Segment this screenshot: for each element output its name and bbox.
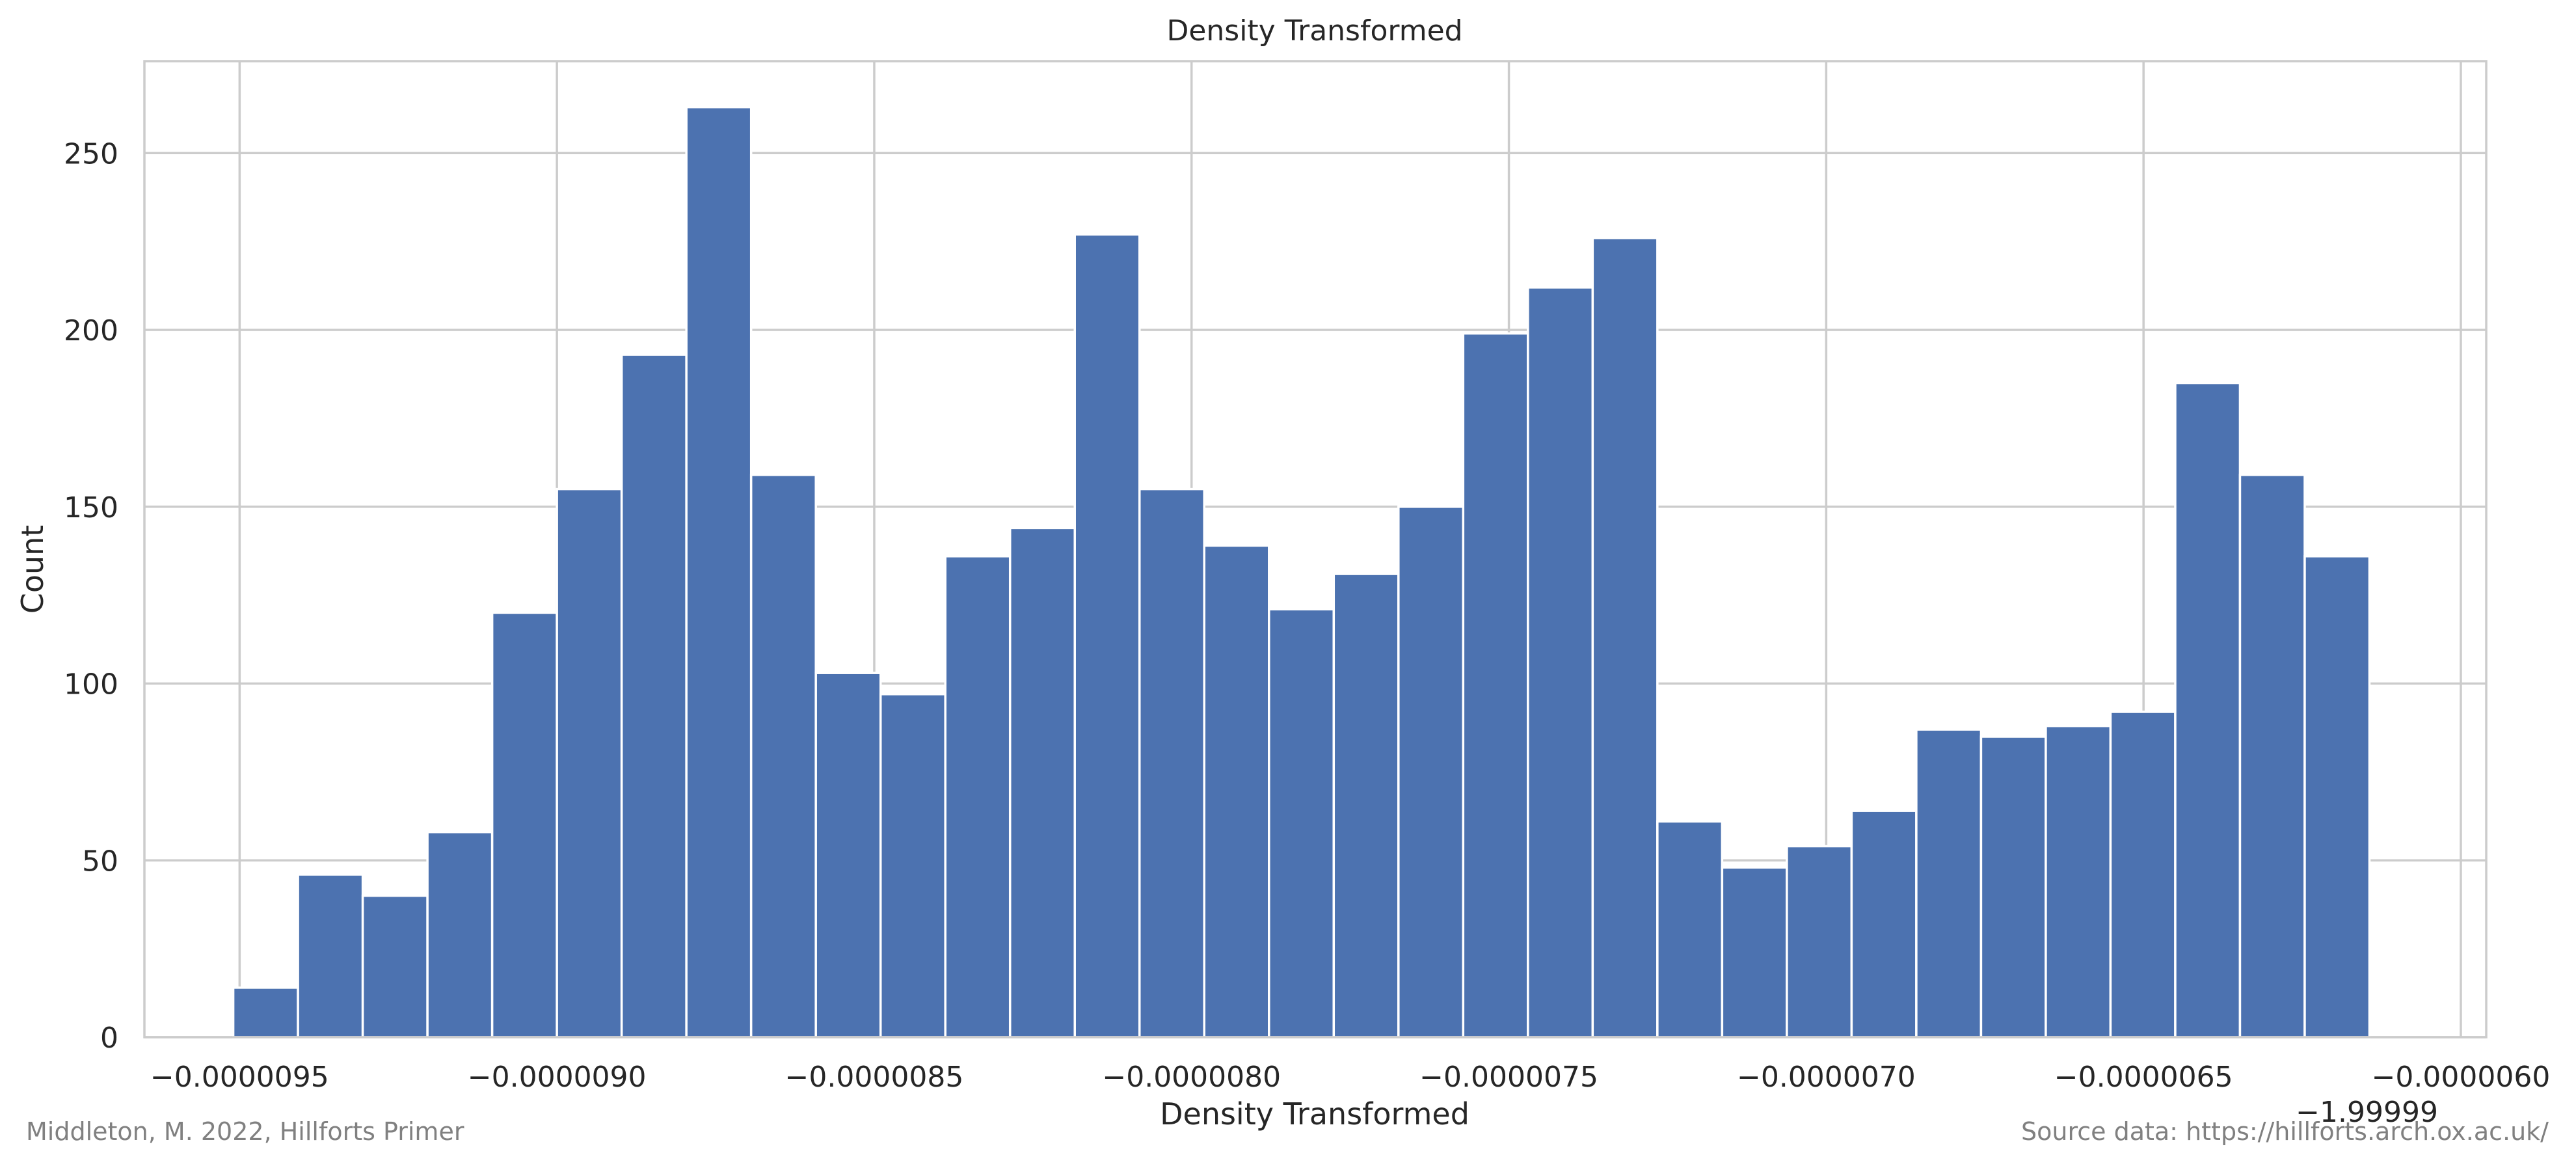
- histogram-bar: [1979, 735, 2047, 1038]
- histogram-bar: [1591, 236, 1659, 1038]
- footer-credit: Middleton, M. 2022, Hillforts Primer: [26, 1117, 464, 1146]
- y-tick-label: 0: [100, 1022, 118, 1055]
- x-axis-label: Density Transformed: [1160, 1096, 1469, 1132]
- histogram-bar: [1656, 820, 1724, 1038]
- y-tick-label: 250: [64, 137, 118, 170]
- x-tick-label: −0.0000095: [150, 1061, 329, 1094]
- histogram-bar: [620, 353, 688, 1038]
- y-axis-label: Count: [15, 525, 50, 614]
- footer-source: Source data: https://hillforts.arch.ox.a…: [2021, 1117, 2549, 1146]
- histogram-bar: [2045, 724, 2112, 1038]
- x-tick-label: −0.0000085: [785, 1061, 964, 1094]
- x-tick-labels: −0.0000095 −0.0000090 −0.0000085 −0.0000080…: [150, 1061, 2550, 1094]
- histogram-bar: [879, 693, 946, 1038]
- x-tick-label: −0.0000070: [1737, 1061, 1916, 1094]
- histogram-bar: [1073, 233, 1141, 1038]
- histogram-bar: [1786, 845, 1853, 1038]
- x-tick-label: −0.0000075: [1419, 1061, 1598, 1094]
- histogram-bar: [232, 986, 299, 1038]
- x-tick-label: −0.0000080: [1102, 1061, 1281, 1094]
- histogram-bar: [1915, 728, 1983, 1038]
- histogram-bar: [1268, 608, 1335, 1038]
- histogram-bar: [556, 487, 623, 1038]
- histogram-bar: [2303, 555, 2371, 1038]
- histogram-bar: [1850, 809, 1918, 1038]
- histogram-bar: [749, 474, 817, 1038]
- chart-title: Density Transformed: [1166, 14, 1462, 47]
- histogram-bar: [944, 555, 1012, 1038]
- histogram-bar: [1721, 866, 1788, 1038]
- histogram-bar: [297, 873, 364, 1038]
- x-tick-label: −0.0000090: [468, 1061, 647, 1094]
- y-tick-label: 150: [64, 491, 118, 524]
- axes-frame: [143, 60, 2488, 1038]
- histogram-bar: [2109, 711, 2177, 1038]
- histogram-bar: [685, 105, 753, 1038]
- x-tick-label: −0.0000065: [2054, 1061, 2233, 1094]
- y-tick-label: 50: [82, 845, 118, 878]
- histogram-bar: [490, 612, 558, 1038]
- histogram-bar: [426, 831, 494, 1038]
- y-tick-label: 200: [64, 314, 118, 347]
- bars: [232, 105, 2371, 1038]
- y-tick-label: 100: [64, 668, 118, 701]
- histogram-bar: [1527, 286, 1594, 1038]
- histogram-bar: [1332, 573, 1400, 1038]
- histogram-bar: [2174, 381, 2242, 1038]
- x-tick-label: −0.0000060: [2372, 1061, 2551, 1094]
- histogram-bar: [1397, 506, 1465, 1038]
- histogram-bar: [2238, 474, 2306, 1038]
- histogram-bar: [1203, 544, 1270, 1038]
- x-offset-label: −1.99999: [2296, 1096, 2438, 1129]
- histogram-bar: [1138, 487, 1206, 1038]
- histogram-bar: [1462, 332, 1529, 1038]
- histogram-bar: [361, 894, 429, 1038]
- histogram-bar: [814, 671, 882, 1038]
- y-tick-labels: 0 50 100 150 200 250: [64, 137, 118, 1055]
- histogram-bar: [1008, 526, 1076, 1038]
